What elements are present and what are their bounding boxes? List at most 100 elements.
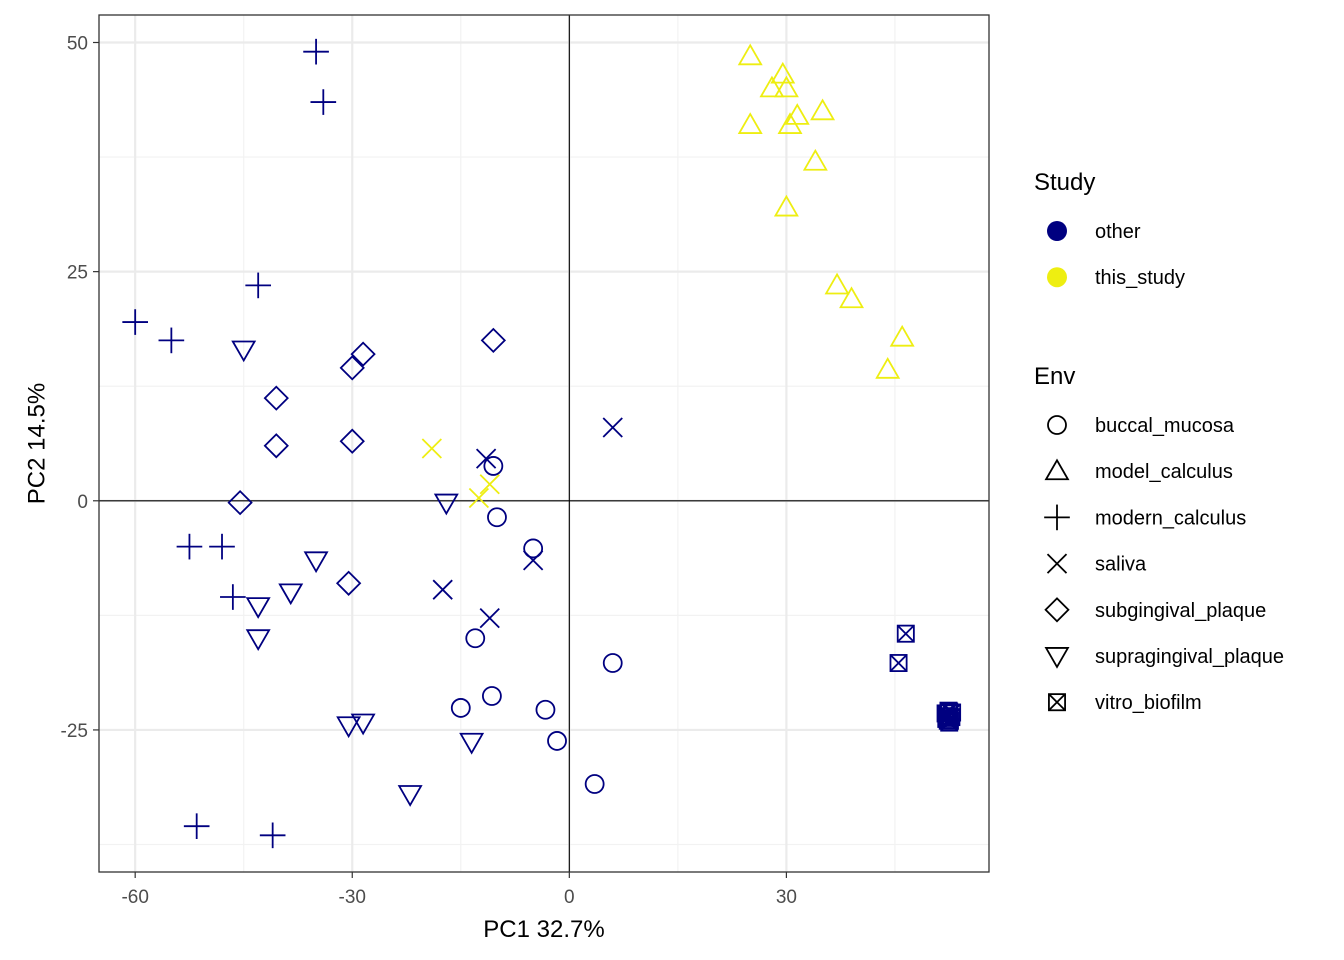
legend-key-this-study [1047, 267, 1067, 288]
legend-key-subgingival-plaque [1044, 597, 1070, 623]
data-point-modern-calculus [176, 533, 203, 560]
data-point-model-calculus [802, 148, 828, 171]
x-tick-label: 0 [564, 887, 575, 908]
data-point-modern-calculus [303, 38, 329, 65]
data-point-model-calculus [839, 286, 865, 309]
legend-key-other [1047, 221, 1067, 241]
data-point-buccal-mucosa [523, 538, 544, 559]
data-point-supragingival-plaque [433, 493, 459, 516]
data-point-supragingival-plaque [245, 597, 271, 619]
data-point-supragingival-plaque [350, 713, 376, 736]
y-axis-title: PC2 14.5% [23, 383, 50, 504]
legend-key-modern-calculus [1044, 504, 1070, 531]
legend-key-supragingival-plaque [1044, 647, 1070, 669]
data-point-supragingival-plaque [336, 716, 362, 739]
legend-label: supragingival_plaque [1095, 646, 1284, 668]
data-point-subgingival-plaque [480, 327, 507, 354]
data-point-modern-calculus [220, 584, 246, 610]
data-point-buccal-mucosa [535, 699, 556, 720]
data-point-modern-calculus [245, 272, 272, 299]
data-point-saliva [523, 550, 544, 571]
data-point-model-calculus [759, 75, 785, 98]
data-point-buccal-mucosa [450, 698, 471, 718]
panel-background [99, 15, 989, 872]
data-point-buccal-mucosa [602, 653, 623, 673]
data-point-subgingival-plaque [263, 433, 289, 459]
data-point-buccal-mucosa [584, 774, 605, 794]
data-point-subgingival-plaque [339, 355, 365, 381]
legend-key-saliva [1046, 553, 1068, 574]
data-point-model-calculus [773, 194, 799, 217]
data-point-supragingival-plaque [245, 629, 271, 652]
data-point-modern-calculus [158, 327, 185, 354]
x-tick-label: -30 [339, 887, 366, 908]
data-point-modern-calculus [183, 813, 210, 839]
data-point-buccal-mucosa [483, 456, 504, 476]
legend-study: Study other this_study [1034, 169, 1185, 289]
legend-label: buccal_mucosa [1095, 415, 1235, 437]
plot-panel [99, 15, 989, 872]
data-point-buccal-mucosa [487, 507, 507, 528]
data-point-supragingival-plaque [459, 732, 485, 755]
legend-label: model_calculus [1095, 461, 1233, 483]
data-point-saliva [479, 607, 500, 629]
legend-label: vitro_biofilm [1095, 692, 1202, 714]
data-point-subgingival-plaque [339, 428, 365, 454]
data-point-modern-calculus [122, 309, 149, 335]
legend-label: other [1095, 221, 1141, 243]
x-axis-title: PC1 32.7% [483, 916, 604, 943]
y-tick-label: 50 [67, 33, 88, 54]
data-point-subgingival-plaque [335, 570, 362, 596]
data-point-model-calculus [777, 112, 803, 134]
legend-key-vitro-biofilm [1048, 693, 1066, 712]
data-point-vitro-biofilm [938, 711, 957, 730]
data-point-model-calculus [737, 112, 763, 134]
data-point-subgingival-plaque [350, 341, 376, 367]
y-tick-label: 25 [67, 263, 88, 284]
data-point-subgingival-plaque [227, 489, 253, 516]
data-point-supragingival-plaque [303, 551, 329, 574]
legend-key-buccal-mucosa [1047, 415, 1067, 435]
data-point-supragingival-plaque [397, 785, 423, 807]
y-tick-label: -25 [61, 721, 88, 742]
legend: Study other this_study Env buccal_mucosamode… [1034, 169, 1284, 714]
data-point-supragingival-plaque [278, 583, 304, 606]
legend-label: subgingival_plaque [1095, 600, 1266, 622]
data-point-vitro-biofilm [889, 654, 908, 672]
panel-border [98, 14, 990, 873]
data-point-model-calculus [810, 98, 836, 121]
data-point-model-calculus [784, 103, 810, 125]
data-point-model-calculus [773, 75, 799, 98]
data-point-model-calculus [824, 272, 850, 295]
data-point-model-calculus [737, 43, 763, 66]
data-point-saliva [479, 474, 500, 495]
legend-label: saliva [1095, 554, 1147, 576]
data-point-vitro-biofilm [896, 624, 915, 643]
data-point-saliva [421, 438, 442, 459]
data-point-modern-calculus [259, 822, 286, 849]
data-point-saliva [468, 487, 490, 509]
data-point-saliva [602, 417, 623, 438]
axes: -60 -30 0 30 -25 0 25 50 [61, 14, 990, 908]
legend-key-model-calculus [1044, 458, 1070, 481]
data-point-saliva [475, 448, 497, 469]
data-point-buccal-mucosa [465, 628, 486, 649]
data-point-modern-calculus [209, 533, 235, 560]
legend-label: modern_calculus [1095, 507, 1246, 529]
data-point-model-calculus [875, 356, 901, 379]
data-point-saliva [432, 579, 453, 600]
legend-label: this_study [1095, 267, 1185, 289]
legend-title: Study [1034, 169, 1095, 196]
data-point-supragingival-plaque [231, 340, 257, 363]
y-tick-label: 0 [77, 492, 88, 513]
data-point-modern-calculus [310, 89, 337, 115]
data-point-model-calculus [889, 324, 915, 347]
scatter-points [122, 38, 962, 849]
legend-title: Env [1034, 363, 1075, 390]
data-point-buccal-mucosa [482, 686, 502, 706]
legend-env: Env buccal_mucosa model_calculus modern_cal… [1034, 363, 1284, 714]
x-tick-label: 30 [776, 887, 797, 908]
x-tick-label: -60 [121, 887, 148, 908]
data-point-subgingival-plaque [263, 385, 289, 411]
